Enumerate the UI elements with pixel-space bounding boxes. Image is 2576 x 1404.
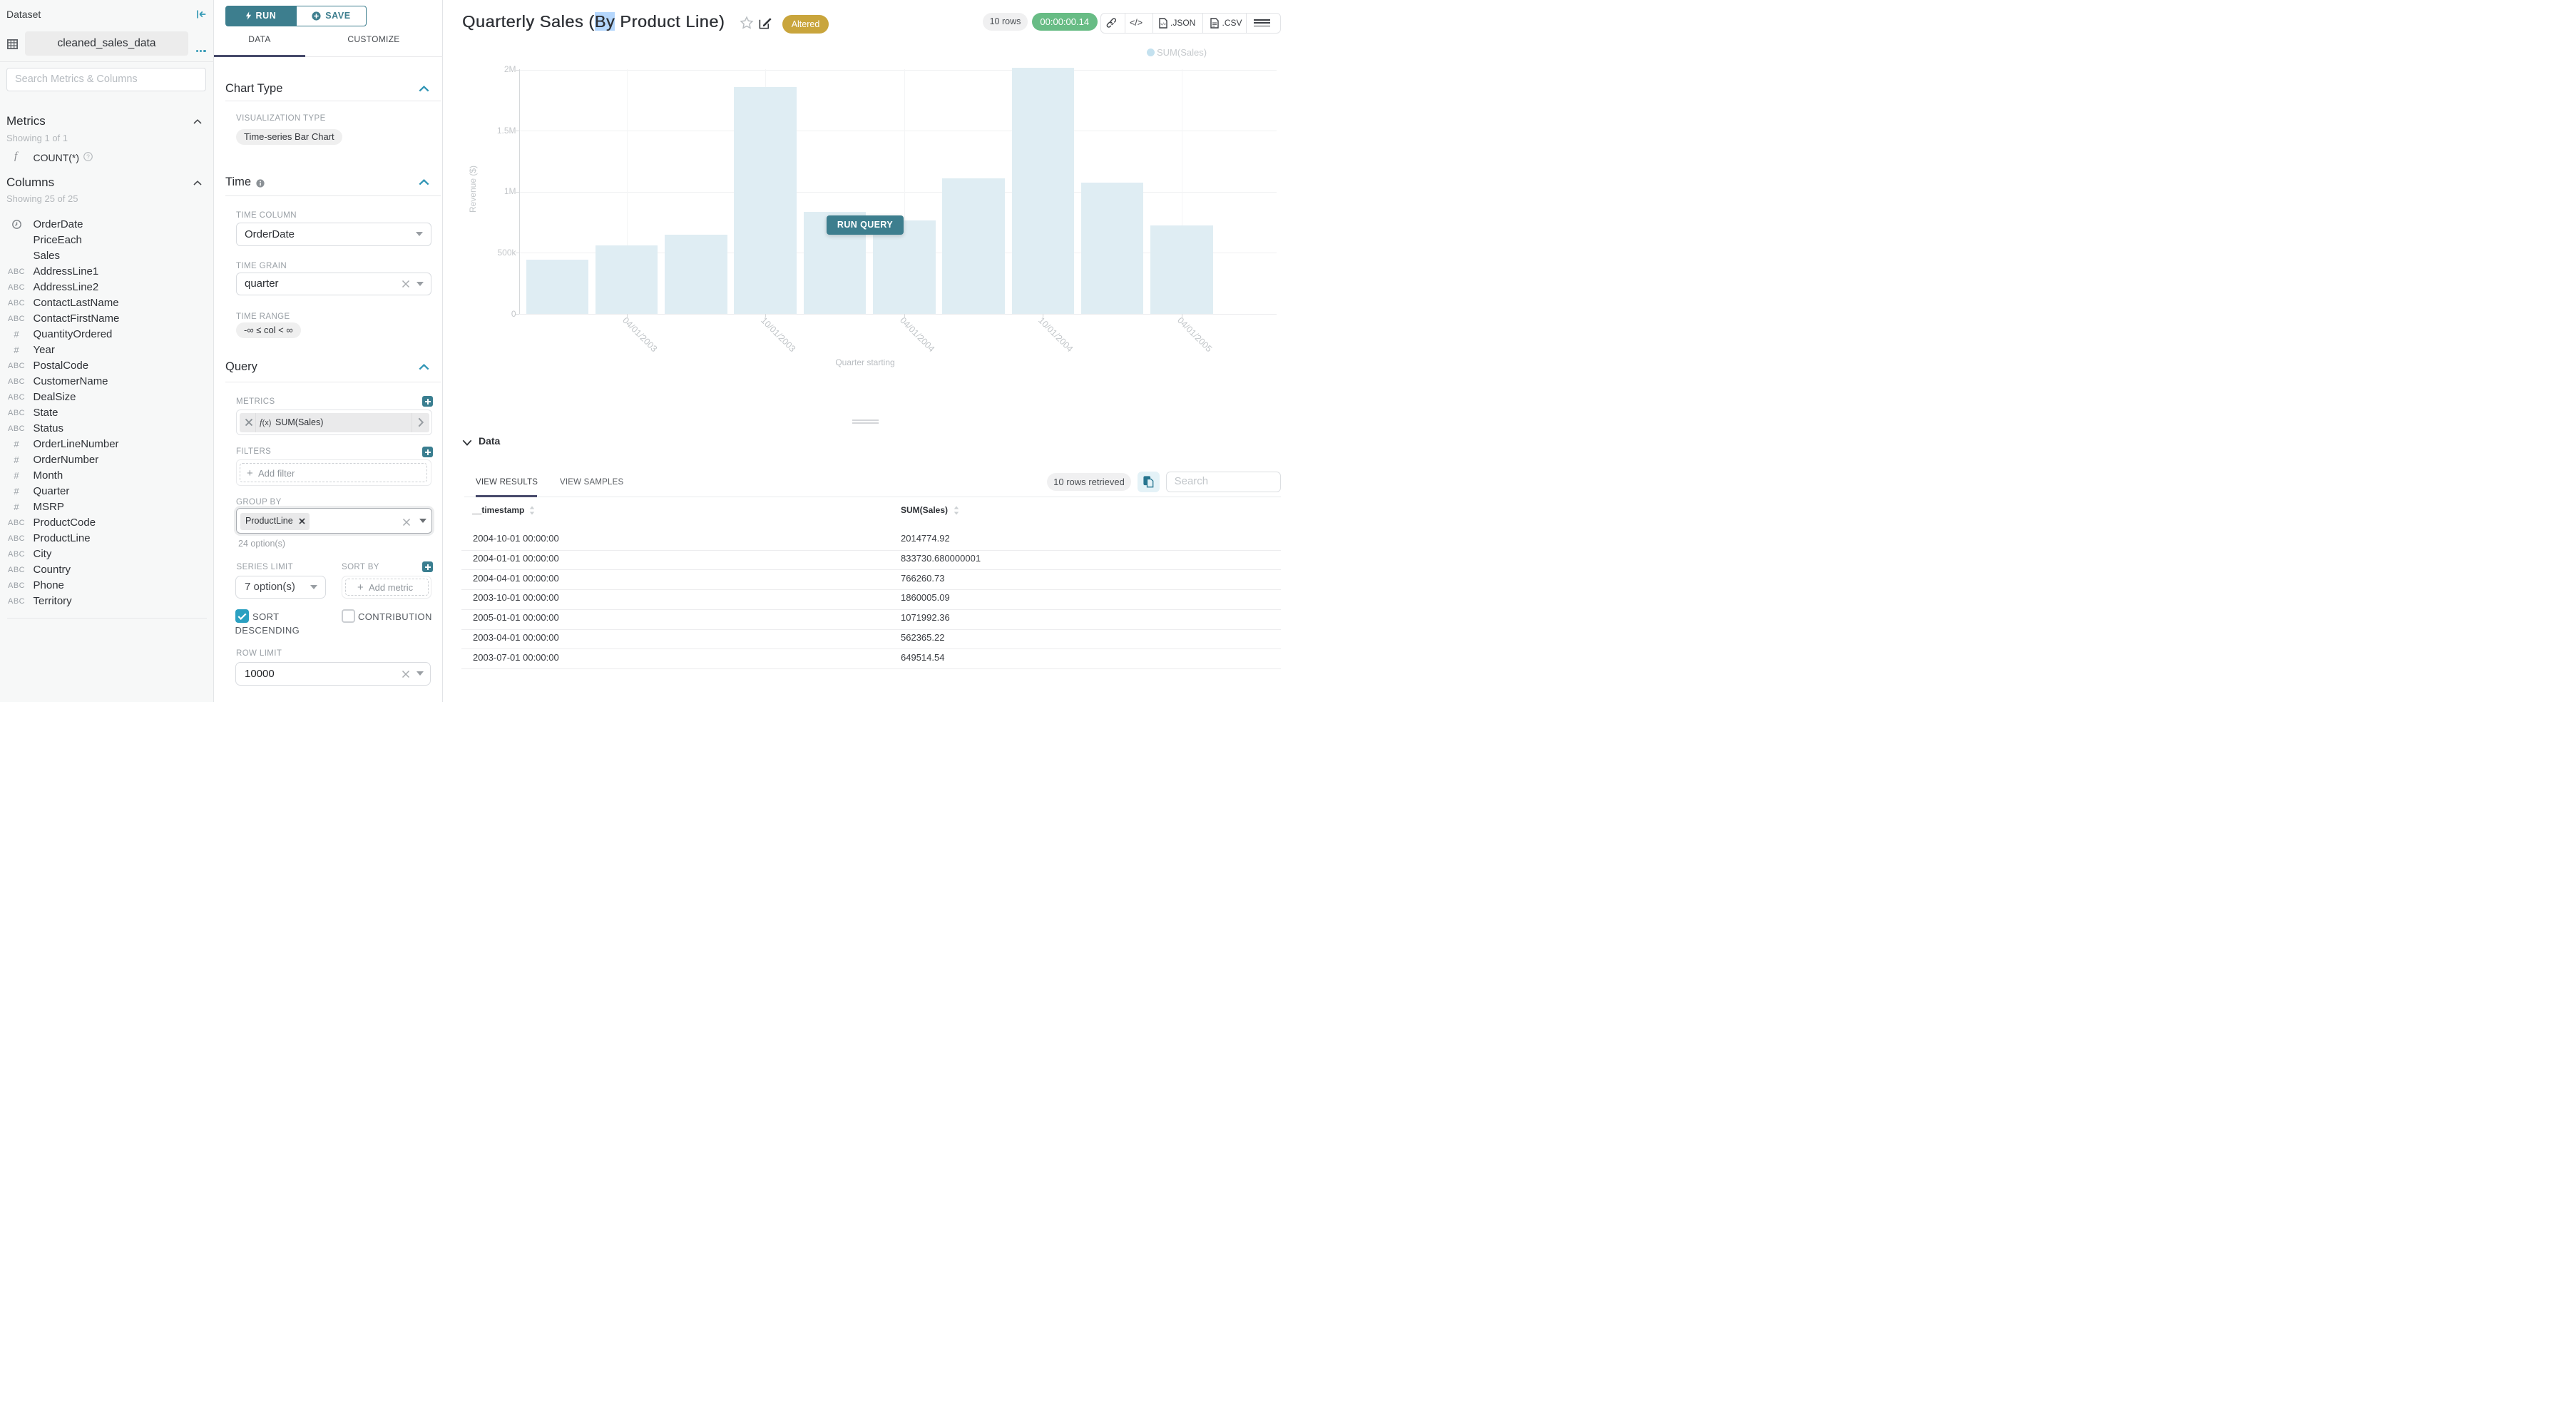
svg-text:?: ? xyxy=(86,153,90,161)
svg-text:</>: </> xyxy=(1160,23,1166,27)
